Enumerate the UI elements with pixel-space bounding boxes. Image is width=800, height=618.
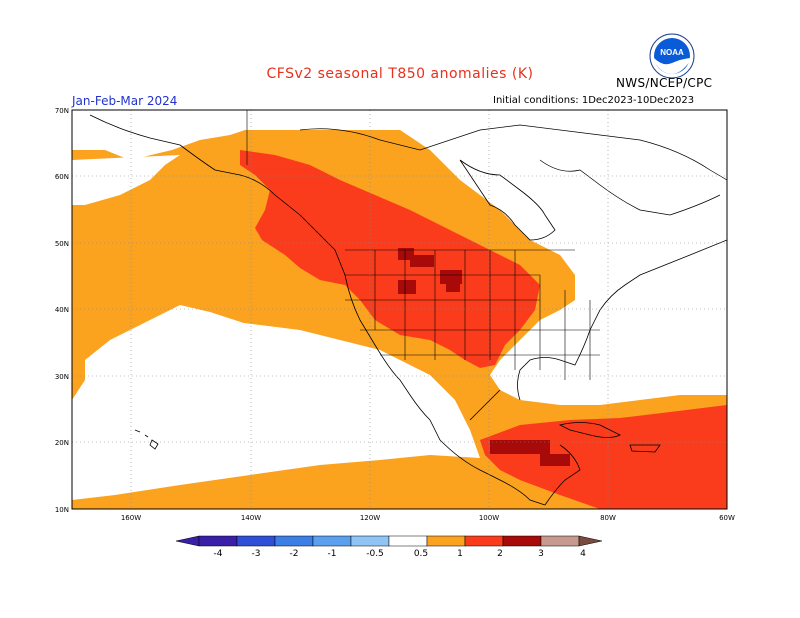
colorbar-label: -4 — [214, 549, 223, 559]
coastline-hawaii — [134, 429, 159, 450]
lon-label: 140W — [241, 514, 261, 522]
initial-conditions-label: Initial conditions: 1Dec2023-10Dec2023 — [493, 95, 695, 106]
agency-label: NWS/NCEP/CPC — [616, 76, 713, 90]
graticule — [72, 110, 727, 509]
lat-label: 60N — [55, 173, 69, 181]
political-borders — [246, 110, 600, 380]
lat-label: 20N — [55, 439, 69, 447]
colorbar-bin — [540, 535, 580, 547]
colorbar-bin — [312, 535, 352, 547]
colorbar-label: -0.5 — [366, 549, 384, 559]
anomaly-region-red-caribbean — [480, 405, 727, 509]
coastline-hudson — [459, 159, 556, 241]
lon-label: 80W — [600, 514, 616, 522]
neutral-region-northwest — [72, 155, 180, 205]
colorbar-bin — [236, 535, 276, 547]
colorbar-bin — [464, 535, 504, 547]
lat-label: 10N — [55, 506, 69, 514]
lat-label: 70N — [55, 107, 69, 115]
colorbar-low-arrow — [175, 535, 200, 547]
lat-label: 50N — [55, 240, 69, 248]
neutral-region-alaska — [72, 110, 235, 135]
noaa-logo-text: NOAA — [660, 48, 684, 57]
noaa-logo: NOAA — [649, 33, 695, 79]
colorbar-label: -1 — [328, 549, 337, 559]
lon-label: 160W — [121, 514, 141, 522]
coastline-arctic — [299, 124, 727, 216]
anomaly-region-darkred — [398, 248, 462, 294]
anomaly-region-darkred-caribbean — [490, 440, 570, 466]
lon-label: 100W — [479, 514, 499, 522]
lat-label: 30N — [55, 373, 69, 381]
coastline-cuba — [558, 422, 661, 453]
colorbar-label: 4 — [580, 549, 586, 559]
colorbar: -4 -3 -2 -1 -0.5 0.5 1 2 3 4 — [175, 535, 603, 559]
lat-label: 40N — [55, 306, 69, 314]
colorbar-label: 3 — [538, 549, 544, 559]
colorbar-label: 2 — [497, 549, 503, 559]
map-frame — [71, 109, 728, 510]
colorbar-bin — [350, 535, 390, 547]
colorbar-label: 0.5 — [414, 549, 428, 559]
map-title: CFSv2 seasonal T850 anomalies (K) — [266, 66, 534, 82]
season-label: Jan-Feb-Mar 2024 — [72, 94, 178, 108]
longitude-labels: 160W 140W 120W 100W 80W 60W — [121, 514, 735, 522]
latitude-labels: 70N 60N 50N 40N 30N 20N 10N — [55, 107, 69, 514]
colorbar-bin — [198, 535, 238, 547]
colorbar-label: -2 — [290, 549, 299, 559]
neutral-region-pacific — [85, 305, 440, 495]
colorbar-bin — [502, 535, 542, 547]
colorbar-bin — [274, 535, 314, 547]
colorbar-high-arrow — [578, 535, 603, 547]
colorbar-bin — [388, 535, 428, 547]
coastline — [89, 114, 727, 506]
colorbar-label: -3 — [252, 549, 261, 559]
lon-label: 60W — [719, 514, 735, 522]
lon-label: 120W — [360, 514, 380, 522]
colorbar-bin — [426, 535, 466, 547]
colorbar-label: 1 — [457, 549, 463, 559]
